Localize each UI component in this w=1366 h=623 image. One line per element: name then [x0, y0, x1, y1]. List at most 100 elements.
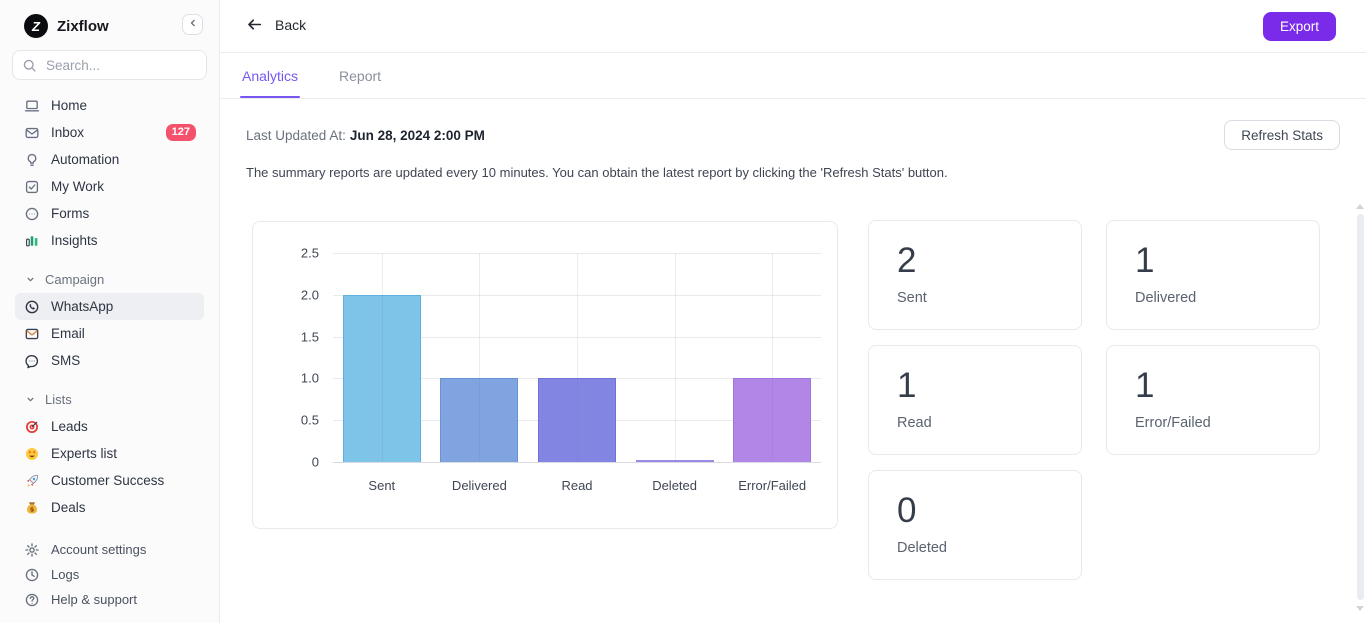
laptop-icon: [24, 98, 40, 114]
stat-label: Deleted: [897, 540, 947, 557]
sidebar: Z Zixflow Home Inbox 127 Automation My Work F…: [0, 0, 220, 623]
app-name: Zixflow: [57, 17, 109, 35]
svg-text:$: $: [30, 505, 35, 513]
envelope-icon: [24, 125, 40, 141]
sidebar-item-label: Account settings: [51, 542, 147, 557]
x-axis-category-label: Delivered: [451, 478, 507, 493]
sidebar-item-label: Email: [51, 326, 85, 341]
sidebar-item-help-support[interactable]: Help & support: [15, 587, 204, 612]
x-axis-category-label: Sent: [368, 478, 396, 493]
target-icon: [24, 419, 40, 435]
forms-circle-icon: [24, 206, 40, 222]
sidebar-nav-campaign: WhatsApp Email SMS: [0, 293, 219, 374]
sidebar-item-label: Customer Success: [51, 473, 165, 488]
sidebar-item-email[interactable]: Email: [15, 320, 204, 347]
sidebar-item-sms[interactable]: SMS: [15, 347, 204, 374]
chart-bar-error-failed: [733, 378, 812, 462]
section-label: Campaign: [45, 272, 105, 287]
rocket-icon: [24, 473, 40, 489]
sidebar-item-deals[interactable]: $ Deals: [15, 494, 204, 521]
sidebar-item-account-settings[interactable]: Account settings: [15, 537, 204, 562]
stat-label: Sent: [897, 290, 927, 307]
sidebar-item-home[interactable]: Home: [15, 92, 204, 119]
money-bag-icon: $: [24, 500, 40, 516]
chart-bar-read: [538, 378, 616, 462]
scrollbar-down-arrow[interactable]: [1356, 606, 1364, 611]
sidebar-item-label: My Work: [51, 179, 104, 194]
chart-gridline-vertical: [772, 253, 774, 462]
sms-bubble-icon: [24, 353, 40, 369]
chart-gridline-vertical: [577, 253, 578, 462]
y-axis-tick-label: 0: [311, 454, 319, 470]
chart-bar-deleted: [635, 460, 714, 462]
stat-card-deleted: 0 Deleted: [868, 470, 1082, 580]
stat-value: 1: [1135, 366, 1155, 405]
sidebar-collapse-button[interactable]: [182, 14, 203, 35]
stat-card-read: 1 Read: [868, 345, 1082, 455]
back-label: Back: [275, 16, 307, 33]
main-area: Back Export Analytics Report Last Update…: [220, 0, 1366, 623]
chart-gridline-vertical: [479, 253, 481, 462]
sidebar-section-campaign[interactable]: Campaign: [0, 266, 219, 293]
sidebar-item-label: Home: [51, 98, 88, 113]
refresh-stats-button[interactable]: Refresh Stats: [1224, 120, 1340, 150]
clock-icon: [24, 567, 40, 583]
stat-card-sent: 2 Sent: [868, 220, 1082, 330]
sidebar-item-label: Experts list: [51, 446, 118, 461]
chart-bar-sent: [342, 294, 421, 462]
sidebar-item-experts-list[interactable]: Experts list: [15, 440, 204, 467]
whatsapp-icon: [24, 299, 40, 315]
sidebar-item-customer-success[interactable]: Customer Success: [15, 467, 204, 494]
refresh-info-text: The summary reports are updated every 10…: [246, 165, 948, 180]
sidebar-item-label: Logs: [51, 567, 80, 582]
stat-label: Read: [897, 415, 932, 432]
sidebar-item-insights[interactable]: Insights: [15, 227, 204, 254]
y-axis-tick-label: 1.0: [300, 370, 319, 386]
chart-bar-delivered: [440, 378, 519, 462]
search-box[interactable]: [12, 50, 207, 80]
tab-report[interactable]: Report: [339, 67, 382, 84]
chevron-down-icon: [25, 394, 36, 405]
stat-label: Error/Failed: [1135, 415, 1211, 432]
search-input[interactable]: [44, 56, 197, 74]
zixflow-logo-icon: Z: [24, 14, 48, 38]
sidebar-item-leads[interactable]: Leads: [15, 413, 204, 440]
stat-value: 0: [897, 491, 917, 530]
stat-card-error-failed: 1 Error/Failed: [1106, 345, 1320, 455]
chevron-down-icon: [25, 274, 36, 285]
email-icon: [24, 326, 40, 342]
sidebar-item-my-work[interactable]: My Work: [15, 173, 204, 200]
sidebar-item-forms[interactable]: Forms: [15, 200, 204, 227]
stat-value: 2: [897, 241, 917, 280]
last-updated-value: Jun 28, 2024 2:00 PM: [349, 128, 485, 143]
chevron-left-icon: [187, 17, 199, 32]
scrollbar-thumb[interactable]: [1357, 214, 1364, 600]
sidebar-item-label: SMS: [51, 353, 81, 368]
campaign-stats-chart-card: 2.5 2.0 1.5 1.0 0.5 0 Sent Delivered Read Deleted…: [252, 221, 838, 529]
chart-gridline-vertical: [381, 253, 383, 462]
bulb-icon: [24, 152, 40, 168]
y-axis-tick-label: 2.5: [300, 245, 319, 261]
sidebar-item-inbox[interactable]: Inbox 127: [15, 119, 204, 146]
y-axis-tick-label: 1.5: [300, 329, 319, 345]
sidebar-nav-main: Home Inbox 127 Automation My Work Forms Insigh…: [0, 92, 219, 254]
sidebar-item-label: Automation: [51, 152, 120, 167]
sidebar-item-label: Insights: [51, 233, 98, 248]
back-button[interactable]: Back: [246, 16, 306, 33]
scrollbar-up-arrow[interactable]: [1356, 204, 1364, 209]
x-axis-category-label: Deleted: [652, 478, 697, 493]
sidebar-section-lists[interactable]: Lists: [0, 386, 219, 413]
insights-bars-icon: [24, 233, 40, 249]
tab-analytics[interactable]: Analytics: [240, 53, 301, 98]
stat-cards-grid: 2 Sent 1 Delivered 1 Read 1 Error/Failed 0 Delete…: [868, 220, 1320, 580]
sidebar-item-label: WhatsApp: [51, 299, 114, 314]
sidebar-item-whatsapp[interactable]: WhatsApp: [15, 293, 204, 320]
last-updated: Last Updated At: Jun 28, 2024 2:00 PM: [246, 128, 485, 143]
check-square-icon: [24, 179, 40, 195]
section-label: Lists: [45, 392, 72, 407]
inbox-count-badge: 127: [165, 124, 196, 141]
export-button[interactable]: Export: [1262, 12, 1336, 41]
sidebar-item-logs[interactable]: Logs: [15, 562, 204, 587]
sidebar-item-automation[interactable]: Automation: [15, 146, 204, 173]
